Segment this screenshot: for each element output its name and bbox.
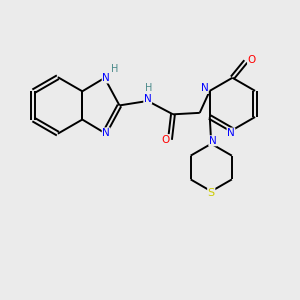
Text: O: O bbox=[248, 55, 256, 65]
Text: H: H bbox=[111, 64, 119, 74]
Text: S: S bbox=[208, 188, 215, 198]
Text: N: N bbox=[209, 136, 217, 146]
Text: N: N bbox=[227, 128, 235, 138]
Text: H: H bbox=[145, 83, 152, 94]
Text: N: N bbox=[102, 128, 110, 138]
Text: N: N bbox=[102, 73, 110, 83]
Text: O: O bbox=[161, 135, 170, 145]
Text: N: N bbox=[144, 94, 152, 103]
Text: N: N bbox=[200, 83, 208, 94]
